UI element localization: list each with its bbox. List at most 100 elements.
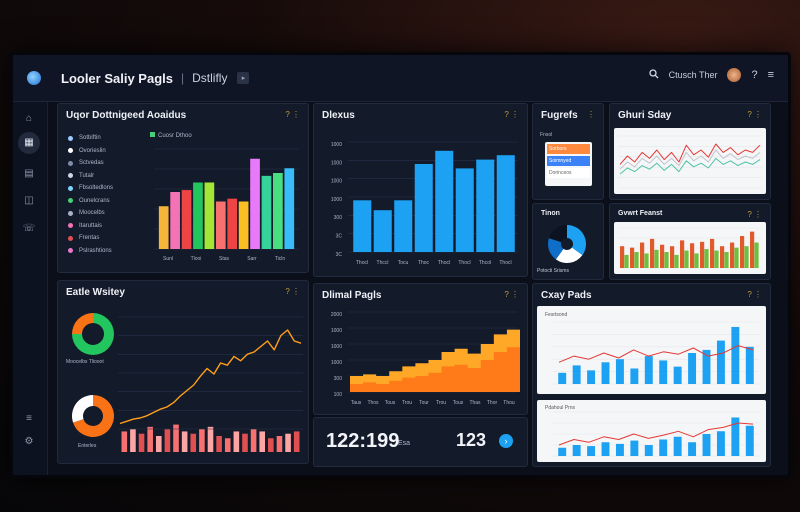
stat-unit: Esa (398, 440, 411, 447)
bar (193, 182, 203, 249)
bar (587, 446, 596, 456)
bar (615, 359, 624, 384)
bar (199, 429, 205, 452)
bar (754, 242, 759, 268)
app-logo[interactable] (27, 71, 41, 85)
bar (435, 150, 454, 252)
donut-slice (72, 395, 93, 423)
panel-subtitle: Fnsol (540, 132, 553, 138)
bar (476, 159, 495, 252)
bar (690, 243, 695, 268)
bar (702, 434, 711, 456)
bar (496, 155, 515, 252)
chart-subtitle: Fesrtsond (545, 312, 568, 318)
search-text[interactable]: Ctusch Ther (668, 70, 718, 80)
donut-label: Enterles (78, 443, 97, 449)
document-icon[interactable]: ▤ (24, 168, 34, 179)
panel-progress: Fugrefs ⋮ Fnsol Sorbors Soimnyed Dorince… (532, 103, 604, 200)
bar (572, 365, 581, 384)
panel-menu-icon[interactable]: ? ⋮ (504, 290, 519, 299)
bar (650, 238, 655, 268)
panel-menu-icon[interactable]: ? ⋮ (747, 110, 762, 119)
bar (455, 168, 474, 252)
panel-menu-icon[interactable]: ? ⋮ (504, 110, 519, 119)
y-tick-label: 300 (334, 215, 343, 221)
search-icon[interactable] (648, 69, 659, 81)
home-icon[interactable]: ⌂ (25, 113, 33, 124)
bar (630, 440, 639, 456)
y-tick-label: 1000 (331, 142, 342, 148)
sidebar: ⌂ ▦ ▤ ◫ ☏ ≡ ⚙ (13, 102, 48, 475)
bar (601, 442, 610, 456)
arrow-button-icon[interactable]: › (499, 434, 513, 448)
stat-value-time: 122:199 (326, 430, 400, 452)
phone-icon[interactable]: ☏ (22, 223, 36, 234)
y-tick-label: 100 (334, 392, 343, 398)
y-tick-label: 3C (336, 234, 343, 240)
bar (250, 158, 260, 249)
pie-slice (548, 225, 567, 243)
donut-slice (72, 313, 93, 334)
legend-item: Moocelbs (68, 207, 113, 220)
bar (716, 340, 725, 384)
bar (659, 360, 668, 384)
y-tick-label: 1000 (331, 197, 342, 203)
legend-dot-icon (68, 210, 73, 216)
settings-icon[interactable]: ⚙ (24, 436, 34, 447)
bar (250, 429, 257, 452)
top-right-controls: Ctusch Ther ? ≡ (648, 68, 774, 82)
panel-menu-icon[interactable]: ? ⋮ (747, 290, 762, 299)
option-row[interactable]: Sorbors (547, 144, 590, 154)
dashboard-icon[interactable]: ▦ (18, 132, 40, 154)
donut-slice (72, 313, 114, 355)
bar (644, 445, 653, 456)
chart-icon[interactable]: ◫ (24, 195, 34, 206)
list-icon[interactable]: ≡ (26, 413, 32, 424)
y-tick-label: 2000 (331, 312, 342, 318)
panel-stats: 122:199 Esa 123 › (313, 417, 528, 467)
option-row[interactable]: Soimnyed (547, 156, 590, 166)
bar-chart-traffic: Sunl Tlooi Stas Sarr Ticln (154, 148, 299, 262)
legend-item: Frentas (68, 232, 113, 245)
panel-title: Ghuri Sday (618, 110, 672, 121)
panel-menu-icon[interactable]: ? ⋮ (285, 287, 300, 296)
avatar[interactable] (727, 68, 742, 82)
panel-token: Tinon Potocti Srisms (532, 203, 604, 280)
bar (710, 238, 715, 268)
panel-menu-icon[interactable]: ? ⋮ (285, 110, 300, 119)
pie-slice (548, 238, 564, 260)
line-chart-weekly (118, 316, 303, 430)
x-tick-label: Thor (487, 400, 498, 406)
bar (688, 442, 697, 456)
series-line (558, 422, 754, 446)
series-line (558, 345, 754, 363)
menu-icon[interactable]: ≡ (767, 69, 774, 81)
bar (261, 175, 272, 249)
bar (615, 443, 624, 456)
breadcrumb[interactable]: Dstlifly (192, 71, 228, 85)
bar (224, 438, 231, 452)
bar (204, 182, 215, 249)
panel-menu-icon[interactable]: ⋮ (587, 110, 595, 119)
bar (716, 431, 725, 456)
pie-caption: Potocti Srisms (537, 268, 569, 274)
x-tick-label: Taus (351, 400, 362, 406)
x-tick-label: Thocl (499, 260, 511, 266)
bar (558, 447, 567, 456)
help-icon[interactable]: ? (751, 69, 758, 81)
legend-dot-icon (68, 173, 73, 179)
bar-chart-weekly (121, 424, 300, 452)
legend-dot-icon (68, 198, 73, 204)
bar (285, 433, 291, 452)
option-row[interactable]: Dorinceos (547, 168, 590, 178)
breadcrumb-dropdown-icon[interactable]: ▸ (237, 72, 250, 84)
legend-item: Tutalr (68, 170, 113, 183)
pie-chart-token (548, 225, 586, 263)
bar (640, 242, 645, 268)
y-tick-label: 300 (334, 376, 343, 382)
panel-menu-icon[interactable]: ? ⋮ (747, 210, 762, 219)
bar (227, 198, 238, 249)
x-tick-label: Thou (503, 400, 515, 406)
monitor-screen: Looler Saliy Pagls | Dstlifly ▸ Ctusch T… (10, 52, 791, 478)
bar (233, 431, 240, 452)
